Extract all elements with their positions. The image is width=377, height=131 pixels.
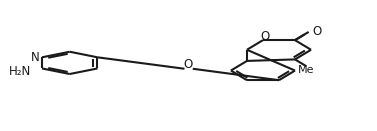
Text: O: O — [260, 30, 270, 43]
Text: H₂N: H₂N — [8, 65, 31, 78]
Text: O: O — [184, 58, 193, 71]
Text: N: N — [31, 51, 40, 64]
Text: Me: Me — [298, 65, 315, 75]
Text: O: O — [312, 25, 322, 38]
